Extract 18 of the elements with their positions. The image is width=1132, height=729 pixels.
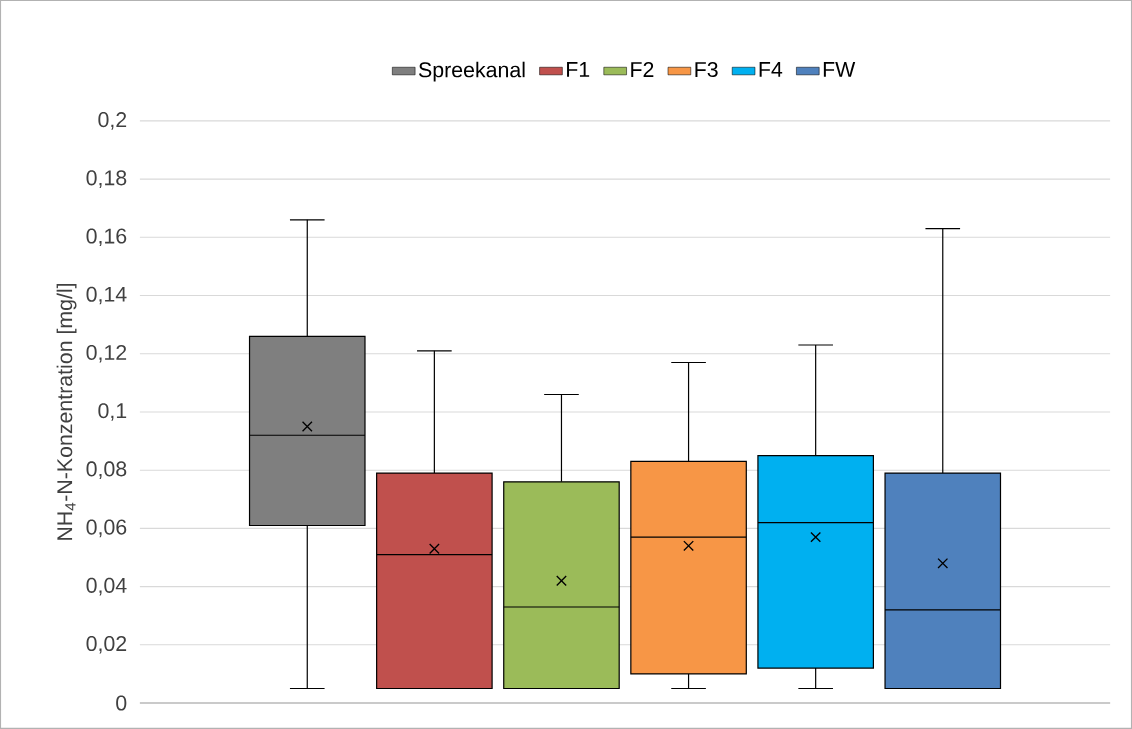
legend-label: F3 — [695, 62, 718, 78]
legend-label: FW — [823, 62, 856, 77]
y-tick-label: 0 — [116, 695, 127, 711]
y-tick-label: 0,02 — [86, 636, 127, 654]
legend-label: Spreekanal — [419, 61, 525, 82]
y-tick-label: 0,08 — [86, 461, 127, 480]
y-tick-label: 0,14 — [86, 286, 127, 305]
y-tick-label: 0,18 — [86, 170, 127, 188]
y-tick-label: 0,1 — [98, 403, 127, 421]
y-tick-label: 0,16 — [86, 228, 127, 247]
legend-label: F1 — [567, 62, 590, 77]
y-tick-label: 0,06 — [86, 519, 127, 538]
legend-label: F2 — [631, 62, 654, 77]
y-tick-label: 0,2 — [98, 112, 127, 130]
legend-label: F4 — [759, 62, 783, 77]
y-tick-label: 0,04 — [86, 577, 127, 596]
y-axis-title: NH$_{4}$-N-Konzentration [mg/l] — [56, 283, 77, 540]
y-tick-label: 0,12 — [86, 344, 127, 363]
